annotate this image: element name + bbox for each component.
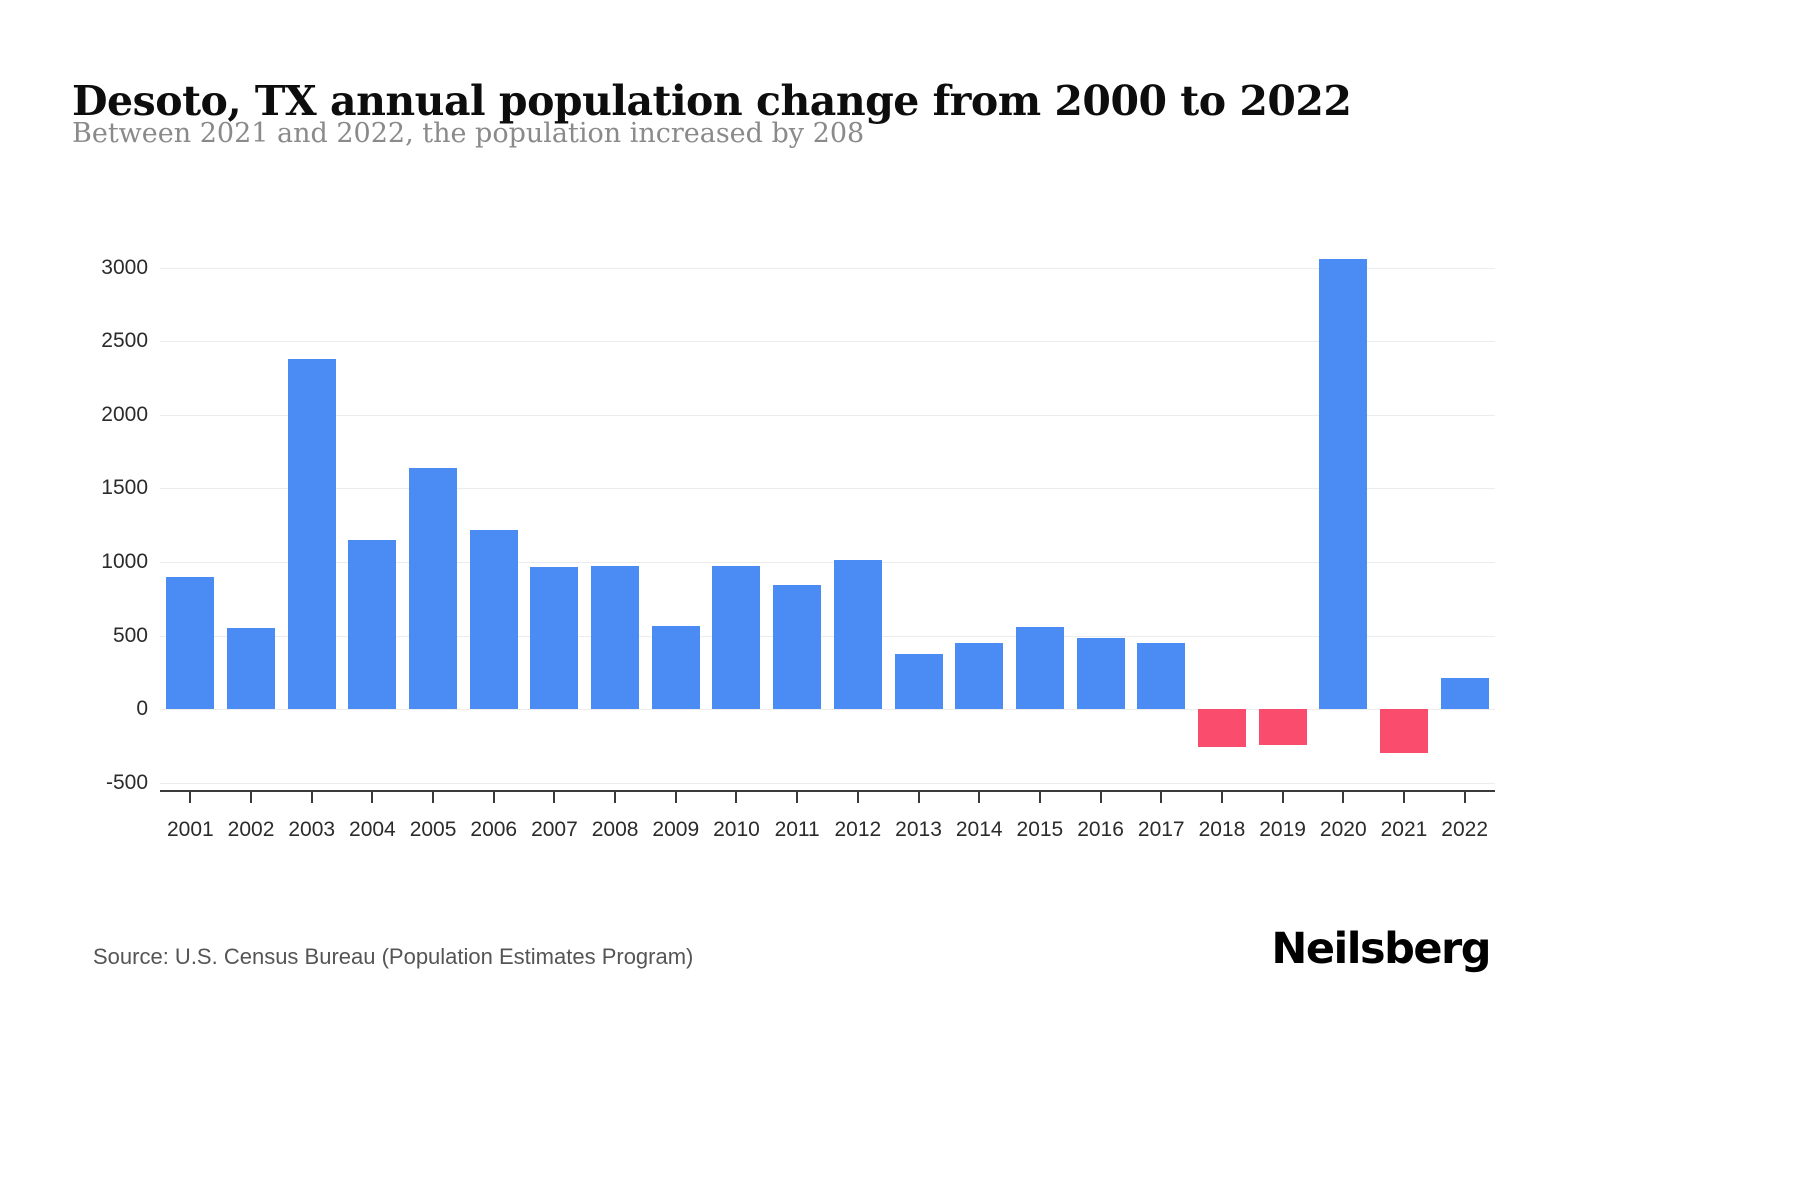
bar-2020 — [1319, 258, 1368, 710]
y-axis-label: 1500 — [101, 476, 148, 500]
neilsberg-logo: Neilsberg — [1271, 924, 1491, 974]
x-axis-label: 2008 — [591, 818, 639, 841]
x-axis-label: 2014 — [955, 818, 1003, 841]
bar-2021 — [1379, 709, 1428, 754]
x-axis-tick — [492, 792, 495, 803]
x-axis-label: 2022 — [1441, 818, 1489, 841]
bar-2018 — [1197, 709, 1246, 747]
bar-2007 — [530, 567, 579, 710]
bar-2016 — [1076, 637, 1125, 710]
x-axis-label: 2002 — [227, 818, 275, 841]
gridline — [160, 488, 1495, 490]
bar-2009 — [651, 625, 700, 710]
x-axis-tick — [735, 792, 738, 803]
x-axis-tick — [1038, 792, 1041, 803]
gridline — [160, 561, 1495, 563]
x-axis: 2001 2002 2003 2004 2005 2006 2007 2008 2009 2010… — [160, 790, 1495, 862]
x-axis-tick — [1099, 792, 1102, 803]
x-axis-tick — [856, 792, 859, 803]
x-axis-tick — [1220, 792, 1223, 803]
x-axis-label: 2009 — [652, 818, 700, 841]
y-axis-label: -500 — [105, 770, 148, 794]
x-axis-tick — [917, 792, 920, 803]
x-axis-tick — [432, 792, 435, 803]
x-axis-tick — [1342, 792, 1345, 803]
bar-2019 — [1258, 709, 1307, 746]
gridline — [160, 709, 1495, 711]
x-axis-label: 2011 — [774, 818, 820, 841]
bar-2004 — [348, 539, 397, 710]
bar-2013 — [894, 653, 943, 710]
x-axis-label: 2004 — [349, 818, 396, 841]
y-axis-label: 3000 — [101, 255, 148, 279]
source-note: Source: U.S. Census Bureau (Population E… — [93, 944, 694, 969]
bar-2012 — [833, 560, 882, 710]
bar-2017 — [1137, 642, 1186, 710]
y-axis: 3000 2500 2000 1500 1000 500 0 -500 — [0, 250, 148, 794]
gridline — [160, 267, 1495, 269]
bar-2002 — [227, 628, 276, 710]
x-axis-tick — [978, 792, 981, 803]
plot-area — [160, 250, 1495, 790]
bar-2015 — [1015, 626, 1064, 710]
chart-title: Desoto, TX annual population change from… — [72, 77, 1352, 126]
bar-2008 — [591, 566, 640, 710]
x-axis-label: 2019 — [1259, 818, 1306, 841]
x-axis-tick — [1281, 792, 1284, 803]
x-axis-label: 2021 — [1380, 818, 1428, 841]
x-axis-label: 2017 — [1137, 818, 1185, 841]
bar-2006 — [469, 529, 518, 710]
x-axis-tick — [1463, 792, 1466, 803]
x-axis-label: 2020 — [1319, 818, 1367, 841]
bar-2005 — [409, 467, 458, 710]
x-axis-tick — [614, 792, 617, 803]
x-axis-tick — [553, 792, 556, 803]
x-axis-tick — [371, 792, 374, 803]
bar-2003 — [287, 358, 336, 710]
bar-2011 — [773, 584, 822, 710]
gridline — [160, 341, 1495, 343]
x-axis-label: 2005 — [409, 818, 457, 841]
x-axis-tick — [189, 792, 192, 803]
x-axis-tick — [796, 792, 799, 803]
x-axis-tick — [1160, 792, 1163, 803]
gridline — [160, 782, 1495, 784]
x-axis-label: 2003 — [288, 818, 336, 841]
x-axis-tick — [1402, 792, 1405, 803]
bar-2001 — [166, 576, 215, 710]
x-axis-tick — [674, 792, 677, 803]
gridline — [160, 635, 1495, 637]
x-axis-label: 2001 — [166, 818, 214, 841]
x-axis-tick — [250, 792, 253, 803]
y-axis-label: 1000 — [101, 549, 148, 573]
y-axis-label: 2000 — [101, 402, 148, 426]
x-axis-label: 2010 — [713, 818, 760, 841]
x-axis-label: 2015 — [1016, 818, 1064, 841]
x-axis-tick — [310, 792, 313, 803]
y-axis-label: 0 — [136, 697, 148, 721]
y-axis-label: 2500 — [101, 329, 148, 353]
gridline — [160, 414, 1495, 416]
bar-2010 — [712, 565, 761, 710]
x-axis-label: 2016 — [1077, 818, 1124, 841]
x-axis-label: 2006 — [470, 818, 518, 841]
y-axis-label: 500 — [112, 623, 148, 647]
chart-subtitle: Between 2021 and 2022, the population in… — [72, 118, 865, 149]
bar-2014 — [955, 642, 1004, 710]
x-axis-label: 2007 — [531, 818, 578, 841]
bar-2022 — [1440, 678, 1489, 710]
x-axis-label: 2012 — [834, 818, 882, 841]
x-axis-label: 2013 — [895, 818, 942, 841]
x-axis-label: 2018 — [1198, 818, 1246, 841]
